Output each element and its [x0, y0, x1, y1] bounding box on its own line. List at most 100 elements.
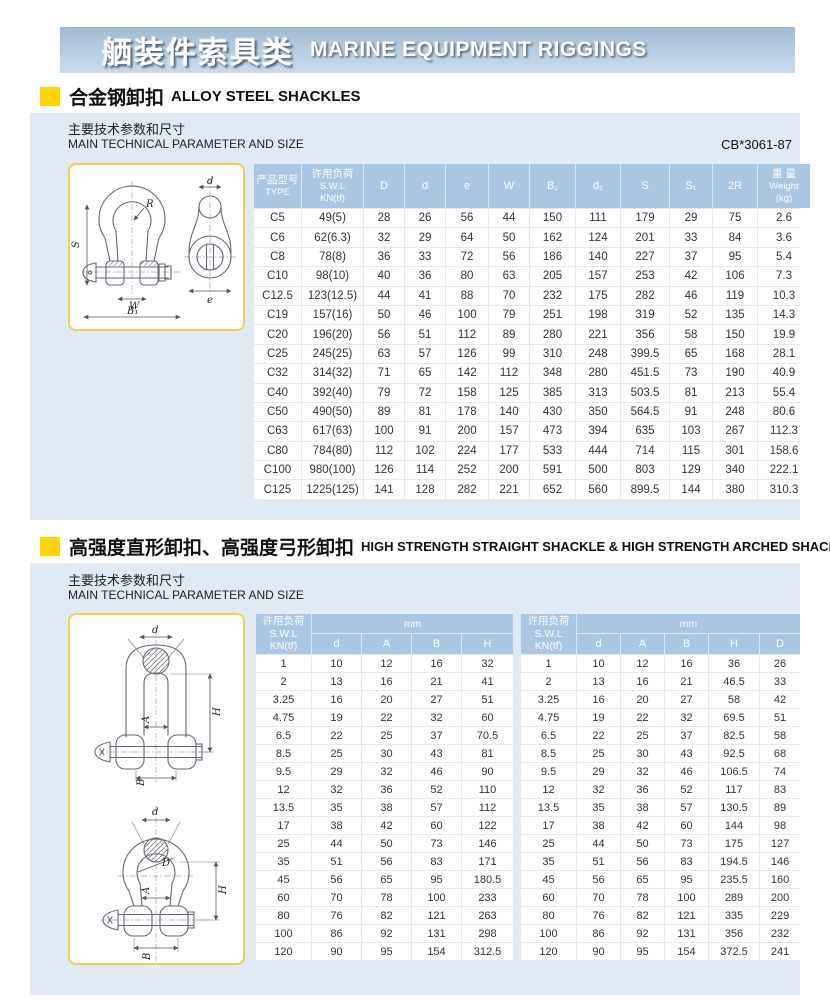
table-cell: 2.6	[758, 209, 810, 228]
table-cell: 36	[405, 267, 445, 286]
table-cell: 245(25)	[302, 344, 363, 364]
table-cell: 90	[462, 763, 513, 780]
table-cell: 52	[412, 781, 461, 798]
table-cell: 112.3	[758, 422, 810, 441]
table-cell: 154	[412, 943, 461, 960]
table-cell: 162	[530, 228, 575, 247]
table-cell: 356	[709, 925, 759, 942]
table-row: 17 38 42 60 144 98	[521, 817, 801, 834]
table-cell: 241	[760, 943, 801, 960]
table-cell: 13	[577, 673, 620, 690]
section1-heading: 合金钢卸扣 ALLOY STEEL SHACKLES	[40, 83, 361, 110]
table-cell: 56	[364, 325, 404, 344]
table-cell: 95	[362, 943, 411, 960]
table-row: C63 617(63) 100 91 200 157 473 394 635 103 267 112.…	[254, 422, 810, 441]
table-cell: 115	[670, 441, 712, 461]
table-cell: 533	[530, 441, 575, 461]
table-row: 17 38 42 60 122	[256, 817, 513, 834]
table-cell: 6.5	[256, 727, 311, 744]
table-cell: 45	[256, 871, 311, 888]
table-cell: 65	[405, 364, 445, 383]
section2-heading: 高强度直形卸扣、高强度弓形卸扣 HIGH STRENGTH STRAIGHT S…	[40, 533, 830, 560]
table-cell: 27	[412, 691, 461, 708]
table-cell: 62(6.3)	[302, 228, 363, 247]
table-row: 13.5 35 38 57 112	[256, 799, 513, 816]
table-cell: 201	[621, 228, 669, 247]
table-cell: 1	[521, 655, 576, 672]
high-strength-shackle-diagram-box: d H A B D d H A	[68, 613, 245, 965]
table-cell: 100	[256, 925, 311, 942]
table-cell: 78	[621, 889, 664, 906]
table-cell: 45	[521, 871, 576, 888]
table-row: 1 10 12 16 36 26	[521, 655, 801, 672]
section2-subtitle-zh: 主要技术参数和尺寸	[68, 573, 186, 588]
table-cell: 106.5	[709, 763, 759, 780]
table-cell: 98(10)	[302, 267, 363, 286]
table-cell: 157	[576, 267, 620, 286]
section1-subtitle-en: MAIN TECHNICAL PARAMETER AND SIZE	[68, 137, 304, 151]
table-cell: 232	[760, 925, 801, 942]
table-cell: 95	[665, 871, 708, 888]
table-cell: 35	[256, 853, 311, 870]
table-row: C19 157(16) 50 46 100 79 251 198 319 52 135 14.3	[254, 305, 810, 325]
table-cell: 30	[362, 745, 411, 762]
table-subheader-row: d A B H	[256, 634, 513, 654]
table-cell: 125	[489, 383, 529, 402]
table-cell: 714	[621, 441, 669, 461]
table-cell: 65	[670, 344, 712, 364]
table-cell: 232	[530, 286, 575, 305]
dim-label-e: e	[207, 295, 213, 306]
table-cell: 282	[621, 286, 669, 305]
table-cell: 313	[576, 383, 620, 402]
table-cell: 617(63)	[302, 422, 363, 441]
table-cell: 73	[670, 364, 712, 383]
table-cell: 60	[412, 817, 461, 834]
table-cell: 38	[621, 799, 664, 816]
table-cell: 26	[405, 209, 445, 228]
table-cell: 157(16)	[302, 305, 363, 325]
table-cell: 21	[665, 673, 708, 690]
table-cell: 50	[489, 228, 529, 247]
col-D: D	[364, 164, 404, 208]
table-cell: 430	[530, 402, 575, 422]
table-cell: 80	[521, 907, 576, 924]
col-B: B	[412, 634, 461, 654]
table-cell: 32	[665, 709, 708, 726]
table-cell: 58	[760, 727, 801, 744]
table-cell: 289	[709, 889, 759, 906]
table-cell: 399.5	[621, 344, 669, 364]
table-cell: 20	[362, 691, 411, 708]
table-cell: 12	[362, 655, 411, 672]
table-cell: 82	[362, 907, 411, 924]
table-cell: 92	[621, 925, 664, 942]
table-cell: 100	[412, 889, 461, 906]
col-weight: 重 量 Weight (kg)	[758, 164, 810, 208]
table-cell: 25	[256, 835, 311, 852]
table-cell: 123(12.5)	[302, 286, 363, 305]
table-cell: 319	[621, 305, 669, 325]
table-cell: 46.5	[709, 673, 759, 690]
table-row: 120 90 95 154 312.5	[256, 943, 513, 960]
table-cell: 56	[621, 853, 664, 870]
table-cell: 221	[576, 325, 620, 344]
table-row: 80 76 82 121 335 229	[521, 907, 801, 924]
table-cell: 60	[665, 817, 708, 834]
table-cell: 51	[405, 325, 445, 344]
dim-label-H: H	[212, 707, 223, 717]
table-cell: 46	[665, 763, 708, 780]
table-cell: 41	[405, 286, 445, 305]
table-cell: 91	[405, 422, 445, 441]
table-row: 1 10 12 16 32	[256, 655, 513, 672]
table-cell: 200	[446, 422, 488, 441]
table-cell: 282	[446, 480, 488, 499]
table-cell: 131	[412, 925, 461, 942]
table-cell: 335	[709, 907, 759, 924]
table-cell: 57	[412, 799, 461, 816]
table-cell: 51	[760, 709, 801, 726]
table-cell: 89	[364, 402, 404, 422]
table-cell: 248	[713, 402, 757, 422]
table-cell: 55.4	[758, 383, 810, 402]
table-cell: 112	[462, 799, 513, 816]
col-e: e	[446, 164, 488, 208]
